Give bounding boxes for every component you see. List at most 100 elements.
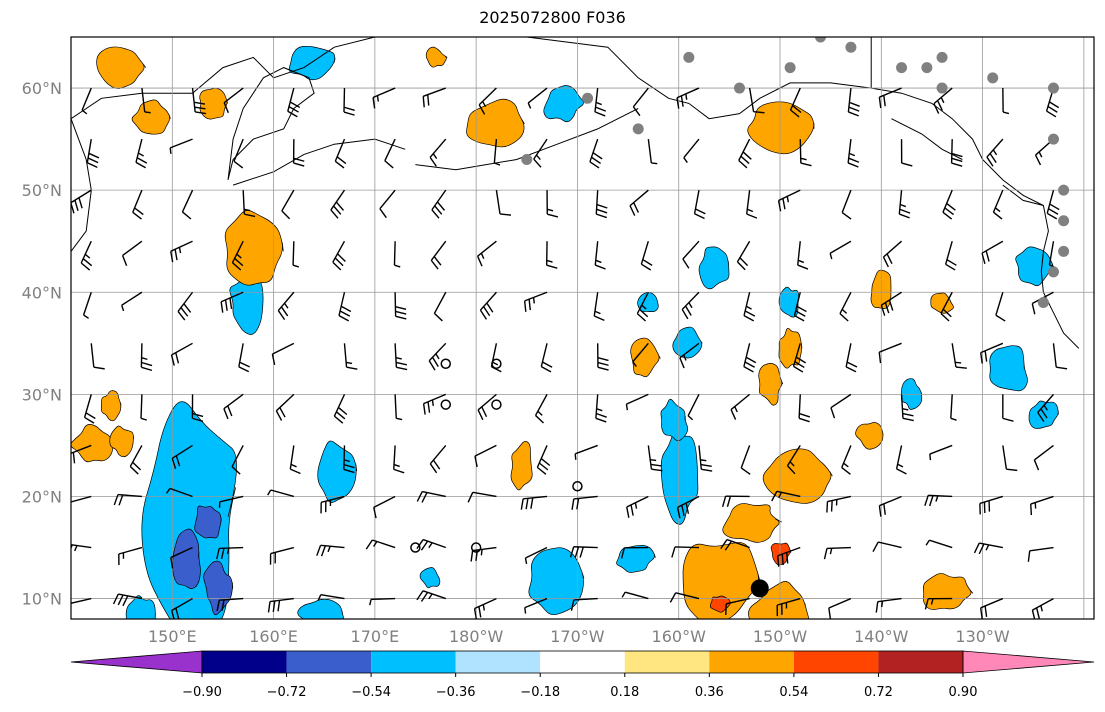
wind-barb-shaft bbox=[878, 541, 902, 549]
wind-barb-flag bbox=[740, 155, 750, 165]
wind-barb-flag bbox=[843, 462, 849, 468]
station-marker bbox=[582, 92, 594, 104]
wind-barb-flag bbox=[596, 213, 607, 219]
station-marker bbox=[1058, 215, 1070, 227]
wind-barb bbox=[277, 291, 295, 321]
wind-barb-shaft bbox=[743, 343, 751, 367]
wind-barb-flag bbox=[478, 606, 482, 618]
wind-barb bbox=[83, 394, 96, 424]
wind-barb-flag bbox=[538, 462, 549, 471]
wind-barb-flag bbox=[595, 106, 607, 112]
station-marker bbox=[987, 72, 999, 84]
wind-barb-flag bbox=[174, 249, 178, 261]
wind-barb-shaft bbox=[332, 240, 346, 263]
wind-barb bbox=[748, 87, 765, 114]
wind-barb-flag bbox=[899, 208, 911, 214]
negative-anomaly-area bbox=[528, 547, 585, 616]
wind-barb-shaft bbox=[879, 495, 902, 507]
wind-barb-flag bbox=[595, 417, 607, 423]
calm-wind-circle bbox=[410, 542, 421, 553]
wind-barb-flag bbox=[429, 463, 438, 474]
wind-barb-flag bbox=[477, 409, 484, 421]
wind-barb-flag bbox=[1037, 412, 1045, 422]
latitude-label: 20°N bbox=[22, 487, 62, 506]
wind-barb-flag bbox=[182, 211, 192, 220]
wind-barb-shaft bbox=[181, 189, 194, 213]
wind-barb bbox=[793, 292, 807, 322]
positive-anomaly-area bbox=[100, 390, 122, 422]
wind-barb-flag bbox=[540, 366, 552, 373]
wind-barb-shaft bbox=[81, 87, 92, 111]
wind-barb bbox=[141, 87, 151, 114]
positive-anomaly-area bbox=[466, 98, 525, 148]
wind-barb-flag bbox=[113, 494, 119, 506]
wind-barb-shaft bbox=[679, 342, 700, 359]
wind-barb-flag bbox=[431, 356, 439, 367]
wind-barb bbox=[429, 444, 447, 474]
wind-barb bbox=[950, 394, 957, 421]
wind-barb-shaft bbox=[681, 291, 700, 310]
wind-barb-flag bbox=[899, 203, 907, 208]
wind-barb bbox=[681, 291, 700, 320]
wind-barb-flag bbox=[800, 162, 812, 167]
wind-barb bbox=[218, 495, 244, 508]
wind-barb-shaft bbox=[534, 394, 548, 416]
colorbar-max-extend bbox=[962, 650, 1095, 674]
wind-barb-shaft bbox=[877, 597, 902, 603]
wind-barb-flag bbox=[333, 415, 344, 424]
wind-barb bbox=[826, 495, 852, 513]
wind-barb-flag bbox=[848, 157, 860, 163]
colorbar-level-label: 0.54 bbox=[779, 685, 808, 700]
wind-barb-shaft bbox=[574, 444, 598, 455]
wind-barb-flag bbox=[536, 466, 547, 475]
wind-barb-shaft bbox=[422, 87, 447, 97]
wind-barb-flag bbox=[950, 417, 957, 421]
plot-title: 2025072800 F036 bbox=[479, 8, 626, 27]
wind-barb-flag bbox=[992, 211, 1003, 220]
wind-barb bbox=[671, 546, 699, 558]
wind-barb-flag bbox=[924, 495, 929, 506]
wind-barb-shaft bbox=[1029, 546, 1054, 552]
wind-barb-flag bbox=[290, 468, 301, 475]
wind-barb-shaft bbox=[929, 444, 953, 455]
wind-barb bbox=[594, 87, 607, 117]
wind-barb-flag bbox=[335, 201, 345, 211]
wind-barb-flag bbox=[985, 250, 990, 262]
wind-barb-shaft bbox=[944, 241, 953, 265]
positive-anomaly-area bbox=[762, 448, 833, 504]
wind-barb-flag bbox=[281, 210, 291, 220]
wind-barb-flag bbox=[841, 211, 852, 220]
wind-barb-flag bbox=[594, 310, 601, 315]
wind-barb-flag bbox=[537, 410, 543, 416]
wind-barb-flag bbox=[744, 361, 755, 368]
wind-barb bbox=[495, 190, 511, 216]
wind-barb-flag bbox=[951, 157, 963, 163]
wind-barb bbox=[629, 189, 649, 216]
wind-barb-flag bbox=[327, 545, 331, 553]
wind-barb-flag bbox=[597, 361, 609, 366]
wind-barb-flag bbox=[183, 303, 192, 313]
wind-barb-shaft bbox=[431, 189, 447, 211]
negative-anomaly-area bbox=[1015, 246, 1054, 287]
station-marker bbox=[1058, 184, 1070, 196]
wind-barb bbox=[895, 445, 907, 475]
wind-barb-flag bbox=[571, 498, 575, 510]
wind-barb-shaft bbox=[594, 87, 599, 112]
wind-barb-flag bbox=[745, 356, 757, 364]
wind-barb-flag bbox=[799, 412, 811, 418]
wind-barb-flag bbox=[238, 366, 250, 373]
wind-barb-shaft bbox=[847, 87, 852, 112]
wind-barb bbox=[720, 538, 750, 551]
wind-barb bbox=[546, 190, 559, 218]
wind-barb bbox=[823, 546, 851, 560]
wind-barb-shaft bbox=[778, 189, 801, 202]
wind-barb-flag bbox=[884, 302, 890, 314]
wind-barb-flag bbox=[233, 160, 244, 169]
wind-barb-shaft bbox=[629, 189, 649, 207]
wind-barb-flag bbox=[951, 152, 963, 158]
wind-barb-flag bbox=[239, 361, 250, 368]
wind-barb-shaft bbox=[829, 240, 852, 254]
wind-barb-flag bbox=[112, 593, 119, 605]
wind-barb-flag bbox=[875, 601, 879, 613]
wind-barb bbox=[523, 291, 548, 312]
